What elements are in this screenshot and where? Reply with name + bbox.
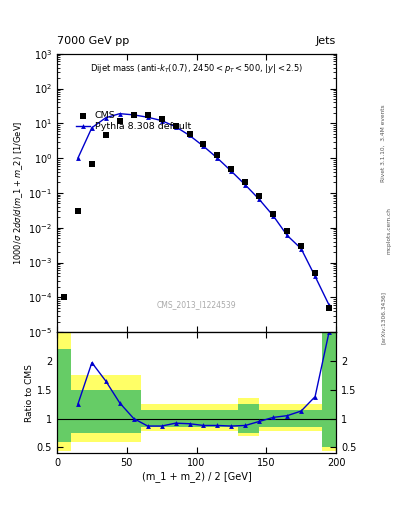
Pythia 8.308 default bbox=[201, 143, 206, 150]
CMS bbox=[130, 111, 137, 119]
CMS bbox=[75, 207, 81, 215]
Pythia 8.308 default bbox=[131, 112, 136, 118]
Pythia 8.308 default bbox=[75, 155, 80, 161]
Text: Jets: Jets bbox=[316, 36, 336, 46]
Pythia 8.308 default bbox=[159, 118, 164, 124]
Y-axis label: Ratio to CMS: Ratio to CMS bbox=[25, 364, 34, 421]
Pythia 8.308 default bbox=[229, 168, 234, 174]
Pythia 8.308 default bbox=[103, 115, 108, 121]
CMS bbox=[200, 140, 207, 148]
CMS bbox=[256, 192, 263, 200]
CMS bbox=[158, 115, 165, 123]
CMS bbox=[270, 210, 276, 218]
CMS bbox=[186, 130, 193, 138]
Text: Dijet mass (anti-$k_T$(0.7), 2450$<p_T<$500, $|y|<$2.5): Dijet mass (anti-$k_T$(0.7), 2450$<p_T<$… bbox=[90, 62, 303, 75]
CMS bbox=[103, 131, 109, 139]
CMS bbox=[89, 159, 95, 167]
X-axis label: (m_1 + m_2) / 2 [GeV]: (m_1 + m_2) / 2 [GeV] bbox=[141, 471, 252, 482]
Pythia 8.308 default bbox=[327, 302, 331, 308]
Pythia 8.308 default bbox=[243, 182, 248, 188]
CMS bbox=[284, 227, 290, 235]
CMS bbox=[228, 164, 235, 173]
Pythia 8.308 default bbox=[299, 246, 303, 252]
Pythia 8.308 default bbox=[118, 111, 122, 117]
Pythia 8.308 default bbox=[271, 213, 275, 219]
Pythia 8.308 default bbox=[145, 114, 150, 120]
Text: mcplots.cern.ch: mcplots.cern.ch bbox=[386, 207, 391, 254]
Text: CMS_2013_I1224539: CMS_2013_I1224539 bbox=[157, 300, 236, 309]
Pythia 8.308 default bbox=[313, 273, 318, 280]
Pythia 8.308 default bbox=[257, 197, 262, 203]
CMS bbox=[173, 122, 179, 130]
Pythia 8.308 default bbox=[215, 155, 220, 161]
Pythia 8.308 default bbox=[173, 123, 178, 130]
CMS bbox=[242, 178, 248, 186]
CMS bbox=[214, 151, 220, 159]
Pythia 8.308 default bbox=[187, 132, 192, 138]
Y-axis label: $1000/\sigma\ 2d\sigma/d(m\_1 + m\_2)$ [1/GeV]: $1000/\sigma\ 2d\sigma/d(m\_1 + m\_2)$ [… bbox=[13, 121, 25, 265]
Text: [arXiv:1306.3436]: [arXiv:1306.3436] bbox=[381, 291, 386, 344]
Legend: CMS, Pythia 8.308 default: CMS, Pythia 8.308 default bbox=[73, 109, 194, 134]
CMS bbox=[61, 293, 67, 302]
CMS bbox=[117, 117, 123, 125]
Text: 7000 GeV pp: 7000 GeV pp bbox=[57, 36, 129, 46]
CMS bbox=[312, 269, 318, 277]
CMS bbox=[145, 111, 151, 119]
Line: Pythia 8.308 default: Pythia 8.308 default bbox=[75, 111, 331, 308]
CMS bbox=[298, 242, 304, 250]
Pythia 8.308 default bbox=[90, 124, 94, 131]
CMS bbox=[326, 304, 332, 312]
Pythia 8.308 default bbox=[285, 232, 290, 239]
Text: Rivet 3.1.10,  3.4M events: Rivet 3.1.10, 3.4M events bbox=[381, 104, 386, 182]
